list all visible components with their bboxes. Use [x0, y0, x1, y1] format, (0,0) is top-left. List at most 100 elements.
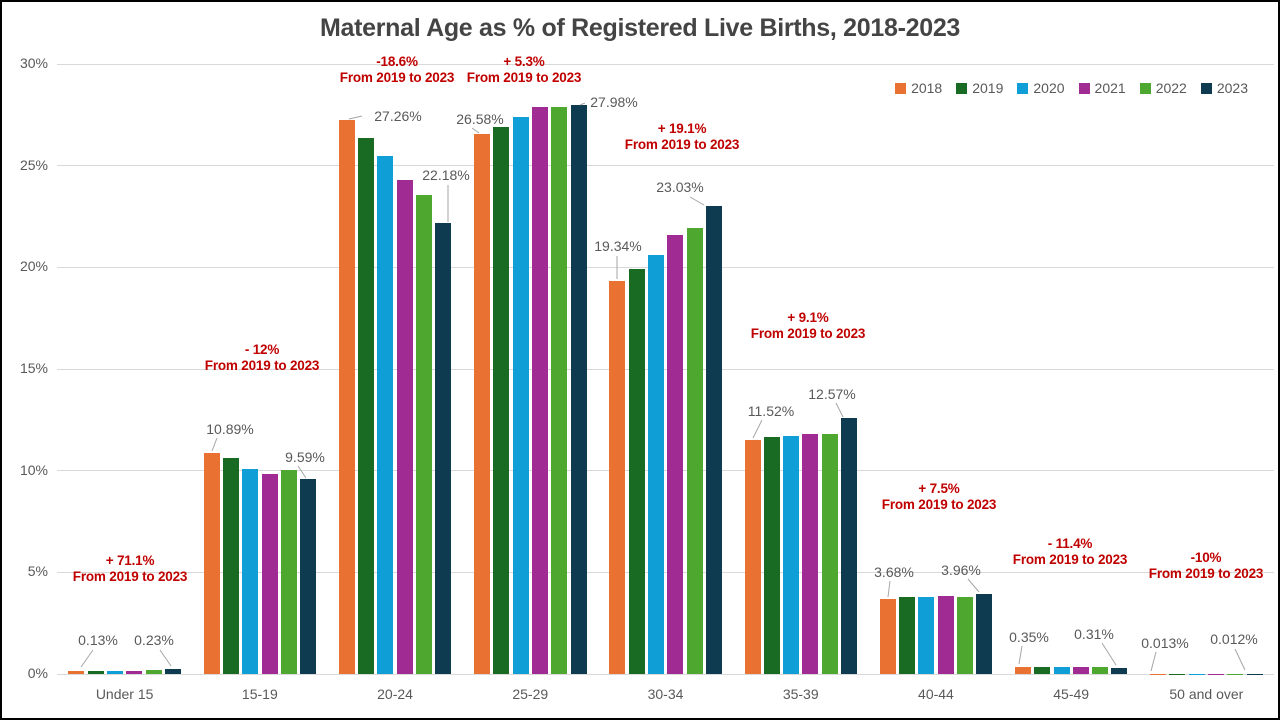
change-annotation: - 11.4% From 2019 to 2023 [1013, 536, 1128, 568]
bar-2023-25-29[interactable] [570, 105, 587, 674]
bar-2021-30-34[interactable] [667, 234, 684, 674]
legend-label: 2021 [1094, 80, 1126, 96]
bar-2019-40-44[interactable] [899, 596, 915, 674]
gridline [57, 571, 1274, 573]
change-annotation-period: From 2019 to 2023 [750, 326, 866, 341]
change-annotation-period: From 2019 to 2023 [1148, 566, 1264, 581]
leader-line [1150, 651, 1157, 672]
bar-2023-40-44[interactable] [976, 593, 993, 674]
legend-item-2023[interactable]: 2023 [1200, 80, 1248, 96]
bar-2021-35-39[interactable] [802, 434, 819, 674]
bar-2022-30-34[interactable] [686, 227, 703, 674]
change-annotation-percent: -10% [1190, 550, 1222, 565]
change-annotation: - 12% From 2019 to 2023 [204, 342, 320, 374]
bar-2023-15-19[interactable] [300, 479, 317, 674]
bar-2020-35-39[interactable] [783, 436, 800, 674]
leader-line [887, 580, 891, 598]
data-label: 0.35% [1009, 629, 1049, 645]
bar-2019-under-15[interactable] [87, 671, 104, 674]
bar-2023-45-49[interactable] [1111, 667, 1128, 674]
data-label: 0.13% [78, 632, 118, 648]
bar-2023-under-15[interactable] [164, 669, 181, 674]
bar-2023-35-39[interactable] [841, 418, 857, 674]
bar-2021-15-19[interactable] [261, 474, 278, 674]
bar-2018-under-15[interactable] [68, 671, 85, 674]
y-axis-tick-label: 5% [27, 563, 48, 580]
y-axis-tick-label: 0% [27, 665, 48, 681]
legend-item-2020[interactable]: 2020 [1017, 80, 1065, 96]
bar-2022-under-15[interactable] [145, 669, 162, 674]
bar-2020-20-24[interactable] [377, 155, 394, 674]
gridline [57, 63, 1274, 65]
x-axis-category-label: 45-49 [1053, 686, 1090, 702]
bar-2022-25-29[interactable] [551, 106, 568, 674]
legend-item-2021[interactable]: 2021 [1078, 80, 1126, 96]
bar-2018-15-19[interactable] [203, 452, 220, 674]
x-axis-category-label: 15-19 [241, 686, 278, 702]
leader-line [835, 402, 844, 418]
bar-2019-35-39[interactable] [763, 437, 780, 674]
change-annotation-period: From 2019 to 2023 [204, 358, 320, 373]
bar-2020-30-34[interactable] [647, 255, 664, 674]
bar-2022-15-19[interactable] [280, 469, 297, 674]
bar-2020-under-15[interactable] [107, 671, 123, 674]
bar-2022-20-24[interactable] [416, 195, 432, 674]
bar-2021-20-24[interactable] [396, 179, 413, 674]
legend-item-2018[interactable]: 2018 [895, 80, 942, 96]
legend-label: 2020 [1033, 80, 1065, 96]
bar-2019-30-34[interactable] [628, 269, 645, 674]
data-label: 27.98% [590, 94, 638, 110]
change-annotation: + 19.1% From 2019 to 2023 [624, 121, 740, 153]
legend-item-2019[interactable]: 2019 [956, 80, 1003, 96]
bar-2023-30-34[interactable] [705, 205, 722, 674]
legend-item-2022[interactable]: 2022 [1139, 80, 1187, 96]
bar-2018-35-39[interactable] [744, 439, 761, 674]
data-label: 0.23% [134, 632, 174, 648]
leader-line [689, 196, 705, 206]
bar-2021-under-15[interactable] [126, 670, 143, 674]
data-label: 0.012% [1210, 631, 1258, 647]
bar-2020-45-49[interactable] [1053, 667, 1070, 674]
bar-2022-40-44[interactable] [956, 596, 973, 674]
bar-2023-20-24[interactable] [435, 223, 452, 674]
leader-line [348, 115, 363, 120]
bar-2021-40-44[interactable] [937, 595, 954, 674]
leader-line [297, 465, 307, 479]
legend-marker-icon [1078, 82, 1090, 94]
data-label: 0.31% [1074, 626, 1114, 642]
x-axis-category-label: 40-44 [918, 686, 954, 702]
bar-2019-45-49[interactable] [1034, 666, 1051, 674]
change-annotation-percent: + 19.1% [657, 121, 707, 136]
legend-marker-icon [1139, 82, 1151, 94]
bar-2018-25-29[interactable] [474, 133, 490, 674]
data-label: 3.96% [941, 562, 981, 578]
bar-2018-45-49[interactable] [1014, 666, 1031, 674]
change-annotation-percent: + 9.1% [787, 310, 829, 325]
x-axis-category-label: 30-34 [647, 686, 684, 702]
change-annotation-percent: + 5.3% [503, 54, 545, 69]
bar-2020-25-29[interactable] [512, 116, 529, 674]
bar-2019-25-29[interactable] [493, 127, 510, 674]
bar-2019-20-24[interactable] [358, 138, 375, 674]
bar-2018-30-34[interactable] [609, 280, 626, 674]
change-annotation-percent: + 7.5% [918, 481, 960, 496]
bar-2022-45-49[interactable] [1092, 667, 1109, 674]
change-annotation-period: From 2019 to 2023 [466, 70, 582, 85]
legend: 2018 2019 2020 2021 2022 2023 [895, 80, 1248, 96]
data-label: 3.68% [874, 564, 914, 580]
x-axis-category-label: 35-39 [782, 686, 819, 702]
bar-2019-15-19[interactable] [222, 457, 239, 674]
bar-2021-25-29[interactable] [531, 106, 548, 674]
change-annotation-period: From 2019 to 2023 [624, 137, 740, 152]
bar-2018-20-24[interactable] [338, 119, 355, 674]
bar-2018-40-44[interactable] [879, 599, 896, 674]
change-annotation-period: From 2019 to 2023 [72, 569, 188, 584]
change-annotation-percent: -18.6% [376, 54, 418, 69]
y-axis-tick-label: 15% [19, 360, 48, 376]
bar-2020-15-19[interactable] [242, 468, 259, 674]
bar-2021-45-49[interactable] [1072, 667, 1089, 674]
gridline [57, 673, 1274, 675]
bar-2020-40-44[interactable] [918, 596, 935, 674]
bar-2022-35-39[interactable] [821, 434, 838, 674]
